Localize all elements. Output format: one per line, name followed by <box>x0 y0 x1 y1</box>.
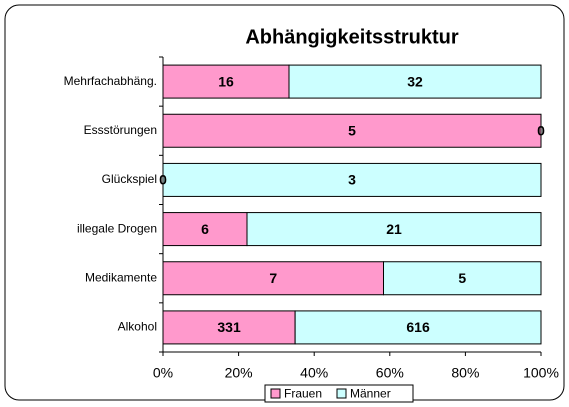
data-label: 16 <box>218 73 234 89</box>
x-tick-label: 80% <box>451 365 479 381</box>
x-tick-label: 60% <box>376 365 404 381</box>
y-tick-label: Glückspiel <box>102 172 157 186</box>
y-tick-label: Mehrfachabhäng. <box>64 74 157 88</box>
y-tick-label: Essstörungen <box>84 123 157 137</box>
legend-swatch <box>270 388 281 399</box>
data-label: 5 <box>348 122 356 138</box>
chart-title: Abhängigkeitsstruktur <box>245 26 459 48</box>
x-tick-label: 40% <box>300 365 328 381</box>
data-label: 616 <box>406 319 430 335</box>
x-tick-label: 20% <box>225 365 253 381</box>
y-tick-label: Alkohol <box>118 320 157 334</box>
bar-segment <box>294 310 542 345</box>
bar-segment <box>383 261 542 296</box>
data-label: 21 <box>386 221 402 237</box>
data-label: 3 <box>348 172 356 188</box>
x-tick-label: 100% <box>523 365 559 381</box>
legend-label: Männer <box>350 387 391 401</box>
y-tick-label: illegale Drogen <box>77 221 157 235</box>
data-label: 0 <box>537 122 545 138</box>
legend-label: Frauen <box>284 387 322 401</box>
bar-segment <box>288 64 542 99</box>
y-tick-label: Medikamente <box>85 270 157 284</box>
bar-segment <box>246 212 542 247</box>
data-label: 0 <box>159 172 167 188</box>
data-label: 6 <box>201 221 209 237</box>
legend-swatch <box>336 388 347 399</box>
data-label: 7 <box>269 270 277 286</box>
data-label: 32 <box>407 73 423 89</box>
x-tick-label: 0% <box>153 365 173 381</box>
data-label: 331 <box>217 319 241 335</box>
bar-segment <box>162 113 542 148</box>
data-label: 5 <box>458 270 466 286</box>
bar-segment <box>162 162 542 197</box>
